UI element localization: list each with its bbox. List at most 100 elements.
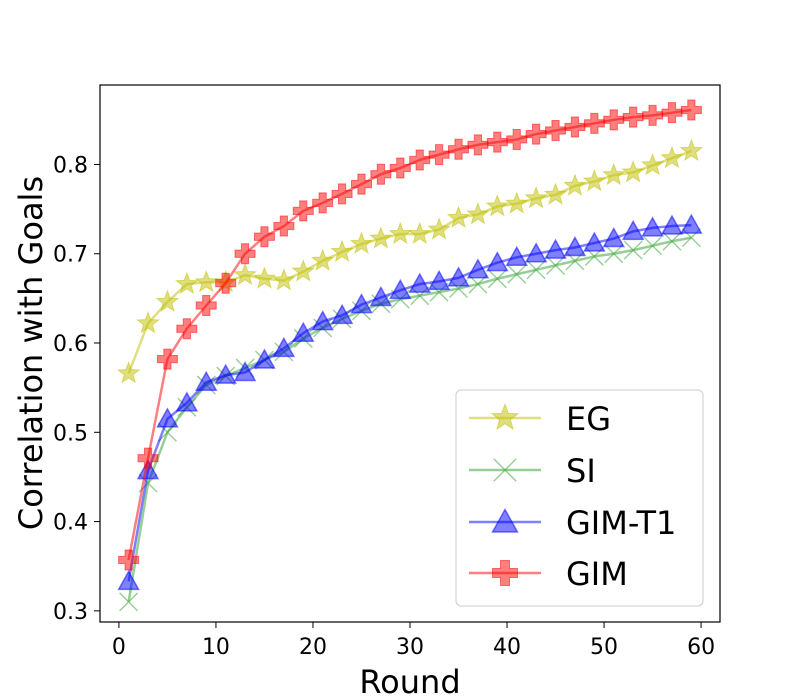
series-gim-t1: [117, 213, 703, 591]
point-eg-25: [601, 162, 626, 186]
point-gim-29: [680, 99, 702, 121]
series-gim: [118, 99, 702, 571]
point-gim-17: [448, 138, 470, 160]
point-eg-14: [388, 221, 413, 245]
point-gim-25: [603, 109, 625, 131]
x-tick-label: 20: [299, 635, 327, 660]
point-gim-t1-11: [330, 303, 354, 325]
point-gim-18: [467, 134, 489, 156]
point-gim-9: [292, 200, 314, 222]
point-eg-12: [349, 231, 374, 254]
y-tick-label: 0.3: [53, 600, 88, 625]
legend-item-si: SI: [469, 452, 596, 490]
y-tick-label: 0.7: [53, 243, 88, 268]
point-gim-5: [215, 272, 237, 294]
point-gim-0: [118, 549, 140, 571]
point-gim-1: [137, 447, 159, 469]
point-gim-t1-24: [583, 231, 606, 252]
point-gim-20: [506, 128, 528, 150]
point-gim-13: [370, 163, 392, 185]
point-gim-11: [331, 183, 353, 205]
point-eg-21: [524, 185, 548, 209]
point-gim-2: [156, 348, 178, 370]
point-gim-t1-19: [486, 251, 509, 272]
point-eg-3: [175, 271, 199, 295]
y-tick-label: 0.4: [53, 511, 88, 536]
legend-label-gim-t1: GIM-T1: [566, 504, 676, 542]
point-eg-19: [485, 193, 510, 217]
legend-label-si: SI: [566, 452, 596, 490]
point-eg-27: [640, 152, 665, 176]
point-eg-1: [136, 310, 160, 334]
point-gim-t1-16: [427, 269, 451, 291]
point-eg-20: [504, 191, 529, 214]
point-gim-t1-18: [466, 258, 490, 279]
point-gim-7: [253, 226, 275, 248]
point-eg-22: [543, 182, 568, 205]
point-si-28: [662, 231, 682, 251]
point-eg-24: [582, 168, 607, 192]
point-gim-16: [428, 144, 450, 166]
point-gim-t1-17: [447, 266, 470, 287]
point-gim-t1-14: [389, 278, 412, 300]
x-tick-label: 60: [687, 635, 715, 660]
legend-marker-gim: [492, 560, 518, 586]
legend-item-gim: GIM: [469, 555, 628, 593]
point-gim-t1-27: [641, 216, 664, 237]
point-gim-19: [486, 131, 508, 153]
point-eg-17: [446, 205, 471, 229]
point-gim-28: [661, 102, 683, 124]
legend-label-eg: EG: [566, 400, 611, 438]
point-gim-t1-13: [369, 285, 393, 307]
point-gim-21: [525, 123, 547, 145]
legend-item-gim-t1: GIM-T1: [469, 504, 676, 542]
point-eg-9: [291, 259, 316, 282]
point-gim-8: [273, 215, 295, 237]
point-gim-t1-12: [350, 293, 373, 314]
point-gim-12: [350, 173, 372, 195]
point-si-21: [526, 260, 546, 280]
x-tick-label: 30: [396, 635, 424, 660]
point-gim-10: [312, 192, 334, 214]
point-si-22: [546, 255, 566, 275]
point-eg-2: [155, 289, 180, 313]
legend-marker-si: [493, 458, 517, 482]
point-gim-t1-9: [291, 321, 315, 342]
legend-frame: [455, 389, 704, 607]
point-eg-28: [660, 145, 684, 169]
point-gim-t1-10: [311, 310, 334, 331]
point-gim-15: [409, 149, 431, 171]
point-gim-t1-8: [272, 336, 296, 358]
point-gim-t1-25: [602, 227, 626, 248]
point-gim-6: [234, 243, 256, 265]
point-eg-18: [466, 202, 490, 225]
legend: EG SI GIM-T1 GIM: [455, 389, 704, 607]
y-tick-label: 0.6: [53, 332, 88, 357]
point-eg-23: [563, 173, 587, 196]
point-eg-6: [233, 262, 257, 286]
point-gim-23: [564, 116, 586, 138]
point-gim-t1-26: [621, 219, 645, 241]
point-gim-t1-5: [214, 363, 237, 384]
legend-marker-eg: [490, 402, 520, 431]
point-gim-t1-6: [233, 360, 257, 382]
point-gim-24: [583, 112, 605, 134]
point-gim-t1-15: [408, 272, 431, 293]
point-gim-t1-28: [660, 214, 684, 235]
point-gim-t1-23: [563, 235, 587, 257]
point-eg-8: [272, 268, 296, 291]
point-si-27: [643, 236, 663, 256]
y-tick-label: 0.8: [53, 153, 88, 178]
x-tick-label: 50: [590, 635, 618, 660]
point-eg-11: [330, 239, 354, 263]
point-eg-15: [407, 221, 432, 245]
y-axis-title: Correlation with Goals: [12, 176, 50, 530]
point-gim-t1-21: [524, 242, 548, 263]
point-gim-22: [545, 120, 567, 142]
point-gim-t1-20: [505, 245, 529, 267]
point-gim-26: [622, 106, 644, 128]
point-si-19: [487, 269, 507, 289]
series-eg: [116, 138, 704, 384]
legend-marker-gim-t1: [491, 507, 519, 533]
legend-item-eg: EG: [469, 400, 611, 438]
